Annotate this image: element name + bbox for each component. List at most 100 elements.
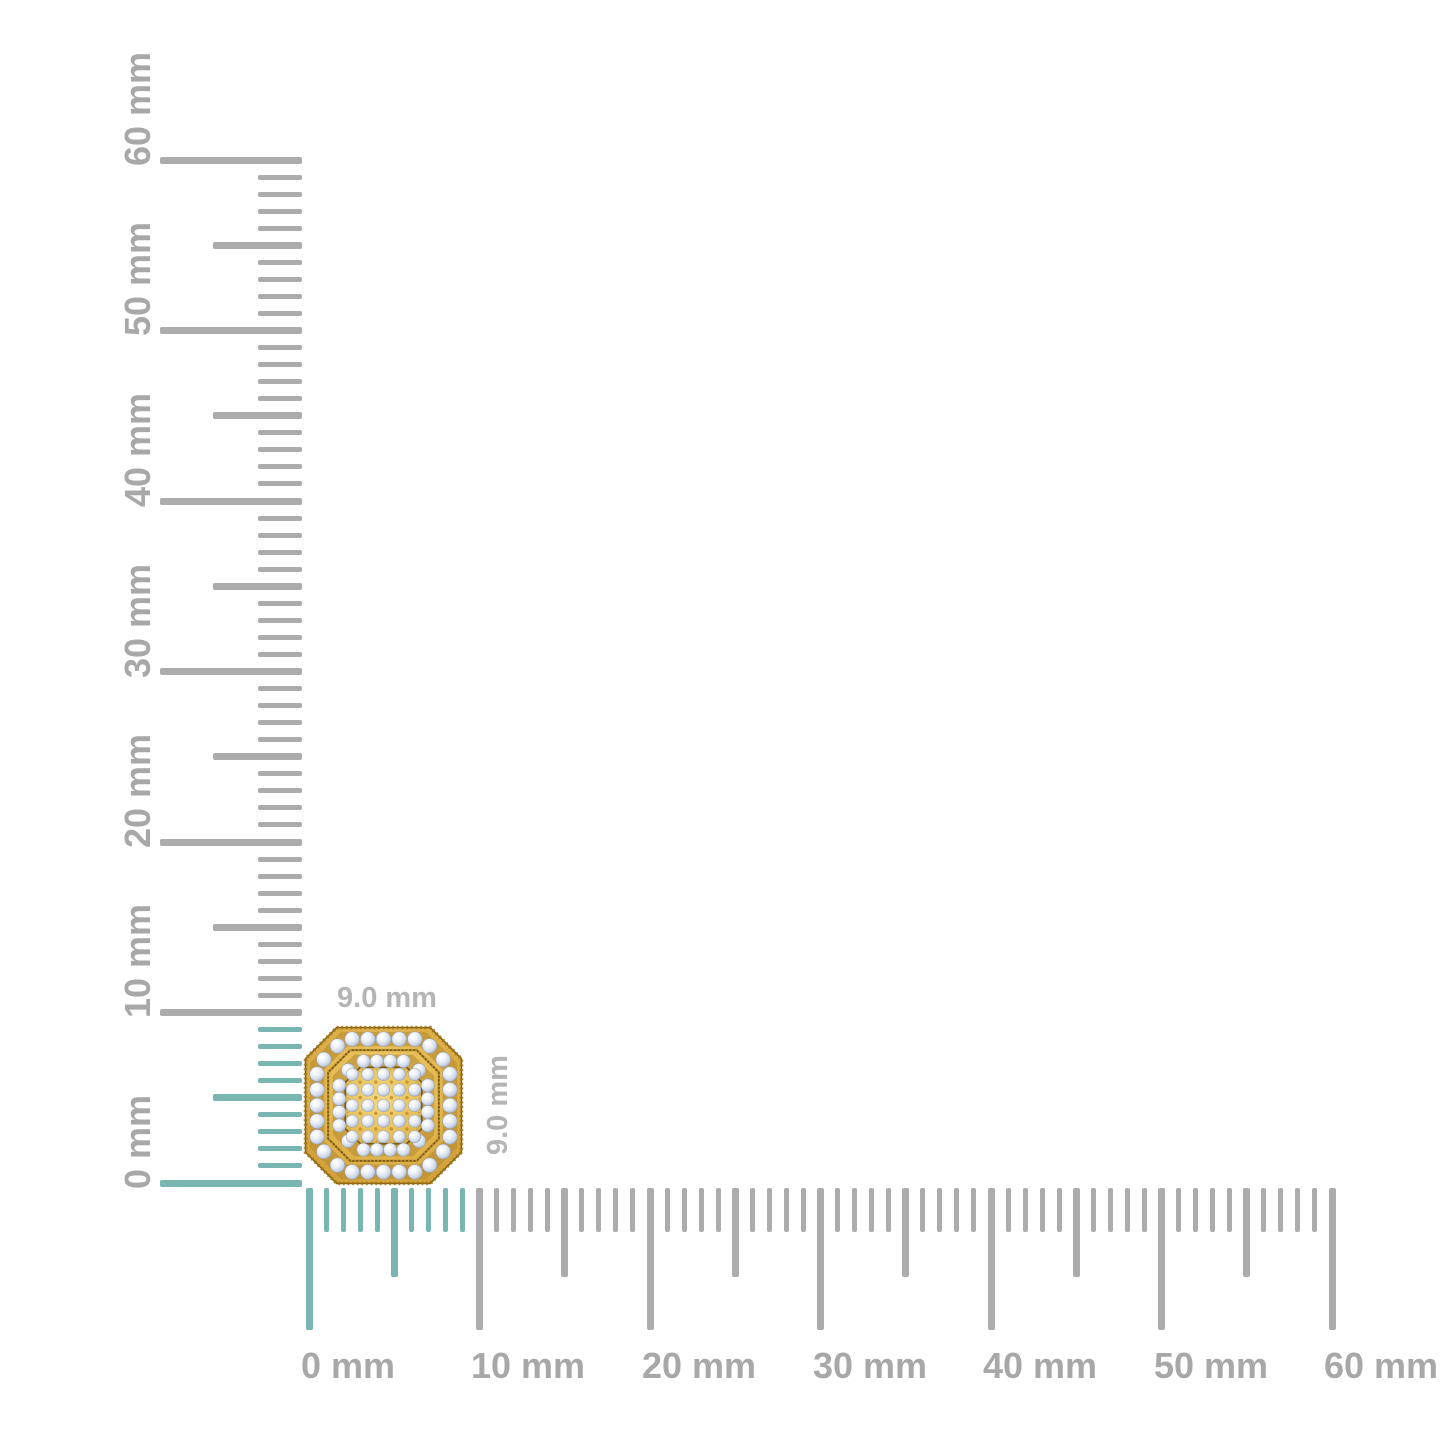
ruler-tick [561,1188,569,1277]
ruler-tick [160,327,302,334]
ruler-tick [258,447,302,453]
ruler-tick [258,208,302,214]
ruler-tick [545,1188,551,1232]
ruler-tick [258,191,302,197]
ruler-tick [886,1188,892,1232]
ruler-tick [731,1188,739,1277]
vertical-ruler-label-10mm: 10 mm [117,903,158,1018]
ruler-tick [258,174,302,180]
ruler-tick [1022,1188,1028,1232]
item-height-dimension-label: 9.0 mm [482,1055,514,1155]
ruler-tick [258,617,302,623]
ruler-tick [258,532,302,538]
ruler-tick [987,1188,995,1330]
ruler-tick [258,1163,302,1169]
ruler-tick [1328,1188,1336,1330]
ruler-tick [258,225,302,231]
ruler-tick [258,703,302,709]
ruler-tick [213,582,302,590]
ruler-tick [305,1188,313,1330]
ruler-tick [494,1188,500,1232]
ruler-tick [920,1188,926,1232]
horizontal-ruler-label-40mm: 40 mm [983,1345,1098,1386]
ruler-tick [160,668,302,675]
ruler-tick [258,1112,302,1118]
ruler-tick [596,1188,602,1232]
ruler-tick [258,907,302,913]
ruler-tick [160,1009,302,1016]
vertical-ruler-label-0mm: 0 mm [117,1094,158,1189]
ruler-tick [1141,1188,1147,1232]
ruler-tick [213,241,302,249]
earring-diamonds [309,1031,458,1180]
ruler-tick [258,992,302,998]
ruler-tick [1176,1188,1182,1232]
ruler-tick [954,1188,960,1232]
ruler-tick [258,515,302,521]
ruler-tick [258,276,302,282]
ruler-tick [715,1188,721,1232]
vertical-ruler-label-30mm: 30 mm [117,563,158,678]
ruler-tick [258,720,302,726]
ruler-tick [258,396,302,402]
ruler-tick [160,497,302,505]
ruler-tick [258,651,302,657]
ruler-tick [258,1129,302,1135]
ruler-tick [1056,1188,1062,1232]
ruler-tick [258,958,302,964]
ruler-tick [1261,1188,1267,1232]
ruler-tick [160,1179,302,1187]
ruler-tick [681,1188,687,1232]
ruler-tick [528,1188,534,1232]
ruler-tick [442,1188,448,1232]
ruler-tick [258,481,302,487]
ruler-tick [1039,1188,1045,1232]
ruler-tick [902,1188,910,1277]
ruler-tick [1312,1188,1318,1232]
ruler-tick [835,1188,841,1232]
ruler-tick [258,975,302,981]
ruler-tick [390,1188,398,1277]
ruler-tick [664,1188,670,1232]
ruler-tick [1090,1188,1096,1232]
ruler-tick [971,1188,977,1232]
ruler-tick [258,345,302,351]
ruler-tick [258,549,302,555]
ruler-tick [1243,1188,1251,1277]
ruler-tick [340,1188,346,1232]
ruler-tick [258,1061,302,1067]
ruler-tick [160,838,302,846]
horizontal-ruler-label-10mm: 10 mm [471,1345,586,1386]
ruler-tick [258,737,302,743]
ruler-tick [258,259,302,265]
ruler-tick [374,1188,380,1232]
ruler-tick [258,686,302,692]
ruler-tick [258,873,302,879]
earring-image [303,1025,464,1186]
ruler-tick [476,1188,483,1330]
ruler-tick [1107,1188,1113,1232]
ruler-tick [1072,1188,1080,1277]
ruler-tick [817,1188,824,1330]
ruler-tick [213,923,302,931]
ruler-tick [1227,1188,1233,1232]
ruler-tick [1210,1188,1216,1232]
ruler-tick [1158,1188,1165,1330]
ruler-tick [783,1188,789,1232]
vertical-ruler-label-60mm: 60 mm [117,51,158,166]
ruler-tick [213,753,302,761]
ruler-tick [852,1188,858,1232]
ruler-tick [258,788,302,794]
ruler-tick [1295,1188,1301,1232]
ruler-tick [258,941,302,947]
ruler-tick [800,1188,806,1232]
ruler-tick [869,1188,875,1232]
ruler-tick [258,1027,302,1033]
vertical-ruler-label-40mm: 40 mm [117,392,158,507]
ruler-tick [258,1078,302,1084]
ruler-tick [258,310,302,316]
ruler-tick [258,379,302,385]
vertical-ruler-label-50mm: 50 mm [117,221,158,336]
ruler-tick [258,362,302,368]
